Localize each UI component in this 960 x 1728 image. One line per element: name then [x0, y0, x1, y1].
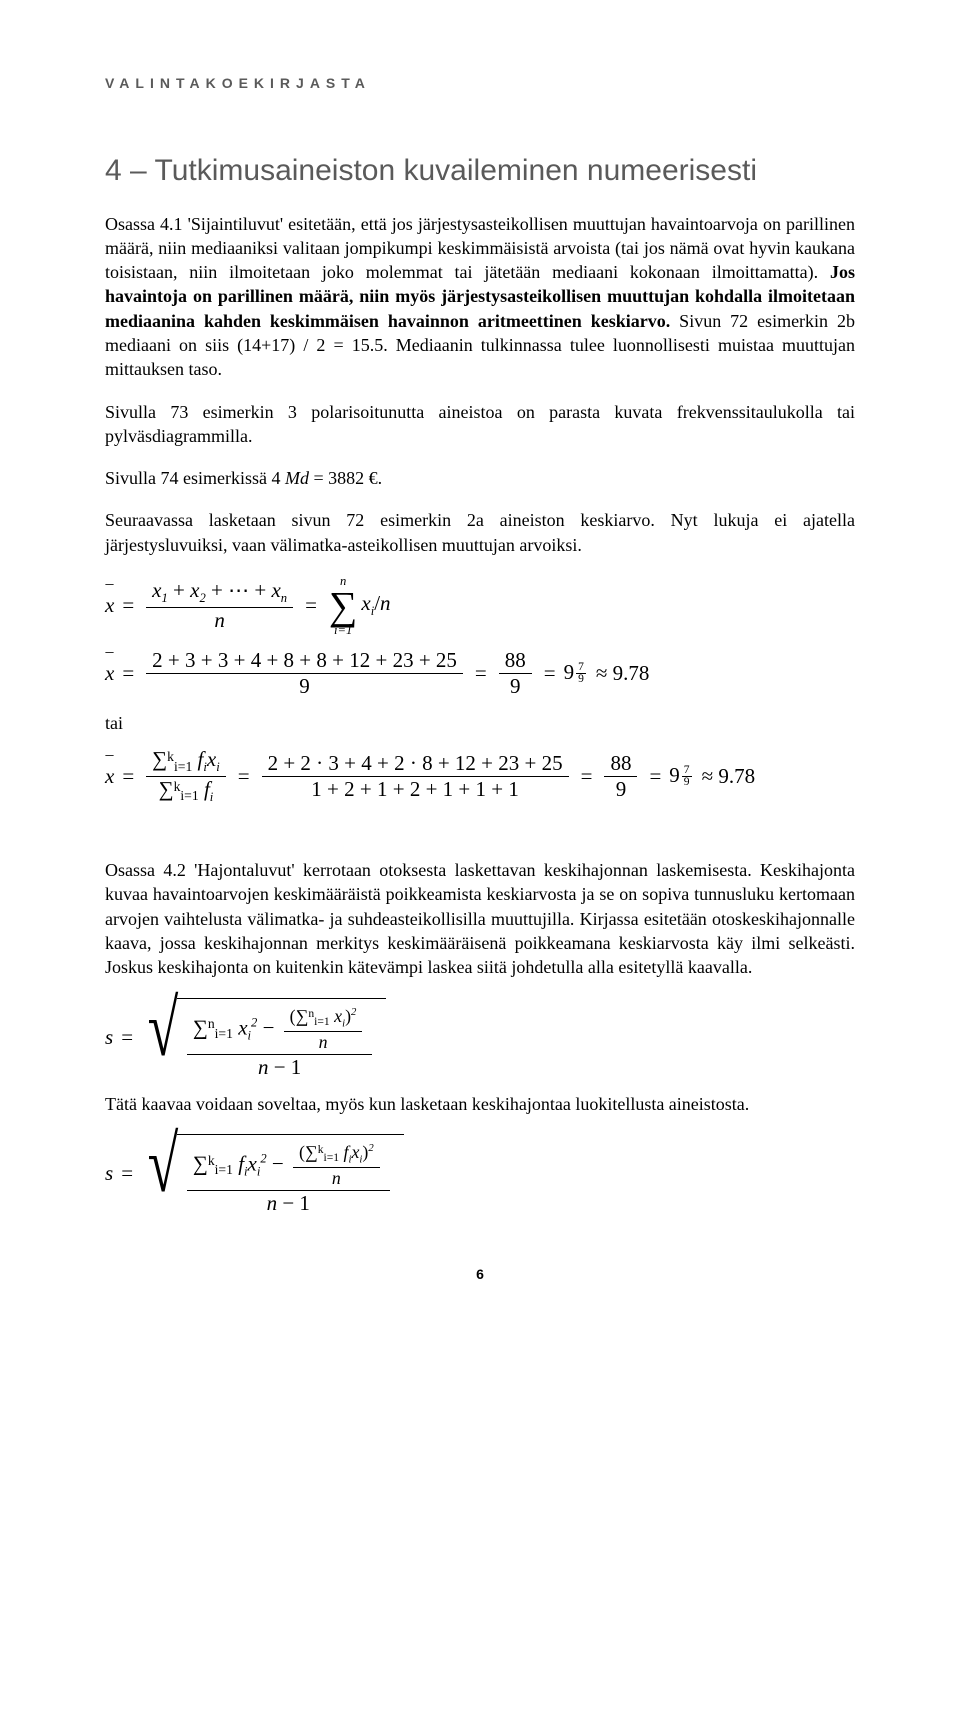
header-label: VALINTAKOEKIRJASTA: [105, 75, 855, 91]
paragraph-6: Osassa 4.2 'Hajontaluvut' kerrotaan otok…: [105, 858, 855, 979]
paragraph-3: Sivulla 74 esimerkissä 4 Md = 3882 €.: [105, 466, 855, 490]
formula-stddev-raw: s= √ ∑ni=1 xi2 − (∑ni=1 xi)2 n n − 1: [105, 998, 855, 1078]
formula-mean-numeric: x= 2 + 3 + 3 + 4 + 8 + 8 + 12 + 23 + 25 …: [105, 650, 855, 697]
paragraph-1: Osassa 4.1 'Sijaintiluvut' esitetään, et…: [105, 212, 855, 382]
formula-mean-weighted: x= ∑ki=1 fixi ∑ki=1 fi = 2 + 2 · 3 + 4 +…: [105, 749, 855, 804]
formula-mean-definition: x= x1 + x2 + ⋯ + xn n = n ∑ i=1 xi/n: [105, 575, 855, 636]
paragraph-5: tai: [105, 711, 855, 735]
paragraph-4: Seuraavassa lasketaan sivun 72 esimerkin…: [105, 508, 855, 557]
page-title: 4 – Tutkimusaineiston kuvaileminen numee…: [105, 151, 855, 192]
page-number: 6: [105, 1266, 855, 1282]
formula-stddev-grouped: s= √ ∑ki=1 fixi2 − (∑ki=1 fixi)2 n n − 1: [105, 1134, 855, 1214]
page-container: VALINTAKOEKIRJASTA 4 – Tutkimusaineiston…: [0, 0, 960, 1342]
paragraph-2: Sivulla 73 esimerkin 3 polarisoitunutta …: [105, 400, 855, 449]
paragraph-7: Tätä kaavaa voidaan soveltaa, myös kun l…: [105, 1092, 855, 1116]
